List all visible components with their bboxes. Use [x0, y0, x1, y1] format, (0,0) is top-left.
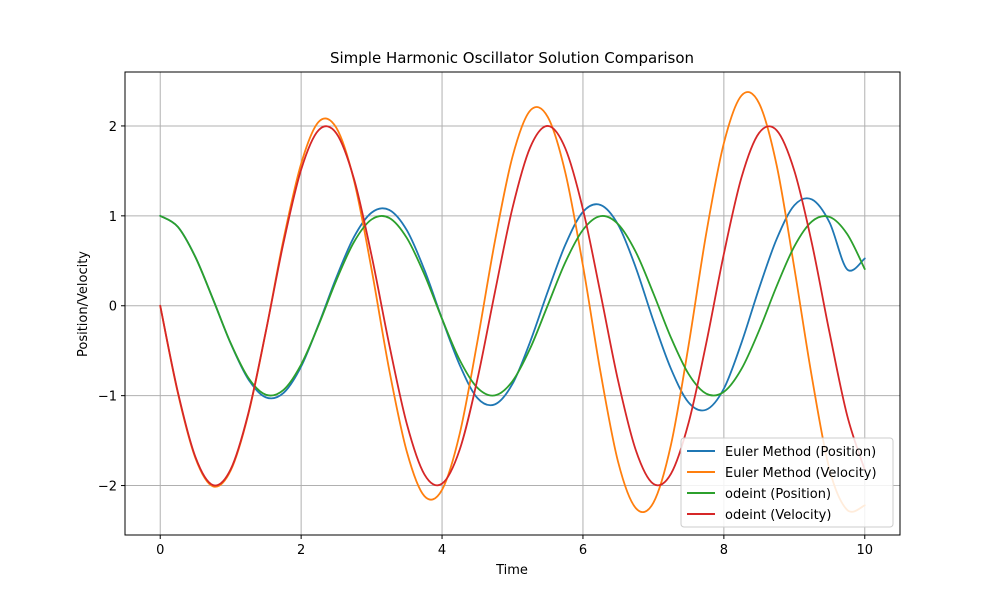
x-tick-label: 4 — [438, 543, 446, 558]
x-tick-label: 10 — [856, 543, 873, 558]
y-tick-label: 1 — [109, 210, 117, 225]
series-line-euler-position — [159, 197, 866, 412]
y-tick-label: 0 — [109, 300, 117, 315]
series-line-odeint-position — [159, 214, 866, 397]
legend-label-euler-position: Euler Method (Position) — [725, 445, 876, 460]
axis-ticks: 0 2 4 6 8 10 −2 −1 0 1 2 — [98, 120, 873, 558]
legend-box — [680, 437, 894, 528]
legend: Euler Method (Position) Euler Method (Vel… — [680, 437, 894, 528]
y-tick-label: 2 — [109, 120, 117, 135]
y-tick-label: −2 — [98, 480, 117, 495]
series-lines — [159, 91, 866, 514]
y-tick-label: −1 — [98, 390, 117, 405]
x-tick-label: 0 — [156, 543, 164, 558]
chart-title: Simple Harmonic Oscillator Solution Comp… — [330, 49, 694, 67]
y-axis-label: Position/Velocity — [76, 251, 91, 357]
x-tick-label: 8 — [720, 543, 728, 558]
series-line-odeint-velocity — [159, 125, 866, 487]
legend-label-odeint-position: odeint (Position) — [725, 487, 831, 502]
legend-label-euler-velocity: Euler Method (Velocity) — [725, 466, 877, 481]
legend-label-odeint-velocity: odeint (Velocity) — [725, 508, 831, 523]
x-tick-label: 6 — [579, 543, 587, 558]
x-tick-label: 2 — [297, 543, 305, 558]
x-axis-label: Time — [495, 563, 528, 578]
plot-frame — [124, 71, 901, 536]
